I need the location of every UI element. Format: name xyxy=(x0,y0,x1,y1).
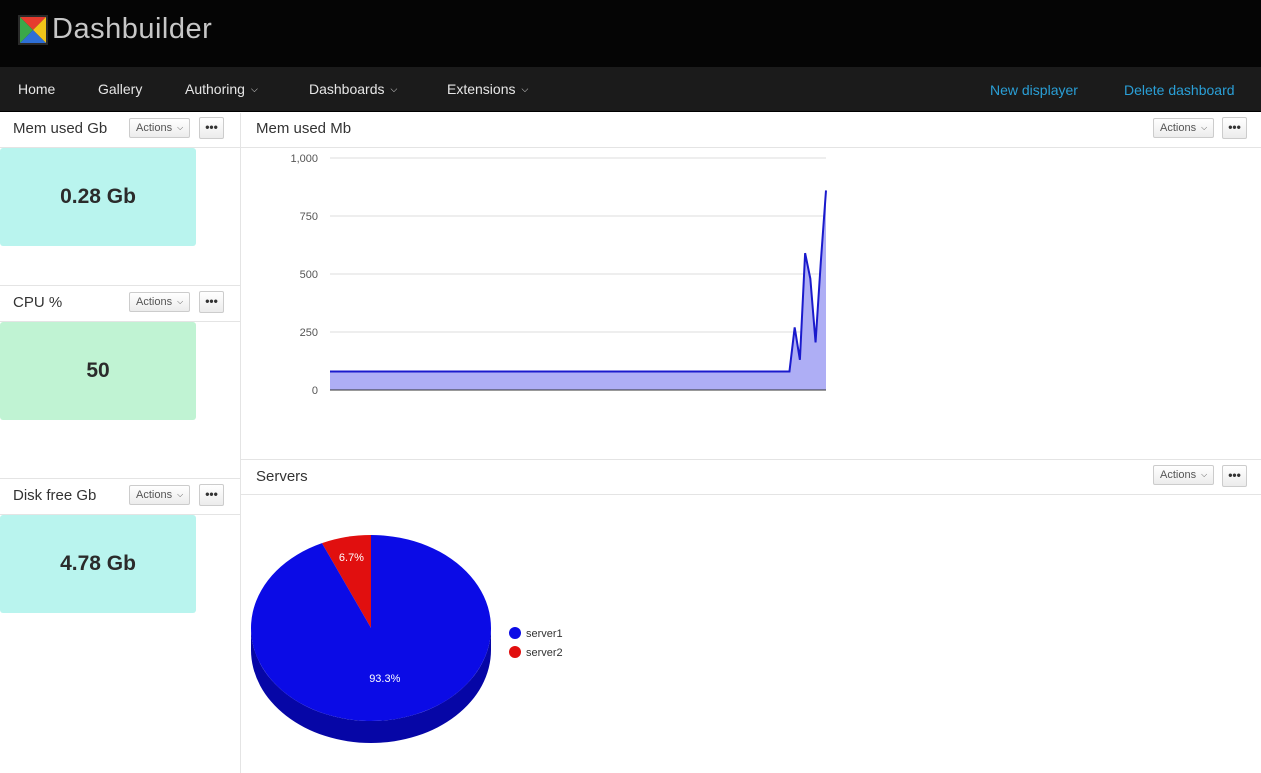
pie-slice-server2 xyxy=(321,535,371,628)
actions-dropdown-button[interactable]: Actions ⌵ xyxy=(1153,465,1215,485)
panel-divider xyxy=(0,478,240,479)
nav-gallery-label: Gallery xyxy=(98,81,143,97)
pie-side-server1 xyxy=(251,628,491,743)
legend-label-server1: server1 xyxy=(526,628,563,640)
panel-title-servers: Servers xyxy=(256,468,308,485)
chevron-down-icon: ⌵ xyxy=(177,490,184,499)
more-icon: ••• xyxy=(205,120,218,134)
metric-card-cpu: 50 xyxy=(0,322,196,420)
new-displayer-link[interactable]: New displayer xyxy=(990,82,1078,98)
actions-dropdown-button[interactable]: Actions ⌵ xyxy=(129,292,191,312)
metric-title-disk-free: Disk free Gb xyxy=(13,487,97,504)
nav-authoring-label: Authoring xyxy=(185,81,245,97)
dashbuilder-logo[interactable] xyxy=(18,15,48,45)
series-line xyxy=(330,190,827,373)
panel-header-divider xyxy=(0,514,240,515)
pie-slice-label: 6.7% xyxy=(339,552,364,564)
actions-dropdown-button[interactable]: Actions ⌵ xyxy=(1153,118,1215,138)
metric-value: 0.28 Gb xyxy=(60,185,136,208)
more-options-button[interactable]: ••• xyxy=(199,484,224,506)
nav-extensions-dropdown[interactable]: Extensions ⌵ xyxy=(447,81,528,97)
nav-extensions-label: Extensions xyxy=(447,81,516,97)
y-tick-label: 500 xyxy=(300,269,318,281)
app-header: Dashbuilder xyxy=(0,0,1261,67)
legend-label-server2: server2 xyxy=(526,647,563,659)
actions-dropdown-button[interactable]: Actions ⌵ xyxy=(129,118,191,138)
chevron-down-icon: ⌵ xyxy=(250,84,258,94)
metric-card-mem-used: 0.28 Gb xyxy=(0,148,196,246)
actions-label: Actions xyxy=(1160,469,1197,481)
more-icon: ••• xyxy=(205,487,218,501)
more-options-button[interactable]: ••• xyxy=(1222,117,1247,139)
mem-used-area-chart: 0 250 500 750 1,000 xyxy=(290,153,827,397)
panel-header-divider xyxy=(0,321,240,322)
panel-header-divider xyxy=(241,147,1261,148)
actions-label: Actions xyxy=(136,296,173,308)
delete-dashboard-link[interactable]: Delete dashboard xyxy=(1124,82,1235,98)
pie-slice-server1 xyxy=(251,535,491,721)
y-tick-label: 250 xyxy=(300,327,318,339)
nav-dashboards-label: Dashboards xyxy=(309,81,385,97)
chevron-down-icon: ⌵ xyxy=(390,84,398,94)
panel-header-divider xyxy=(241,494,1261,495)
panel-header-divider xyxy=(0,147,240,148)
panel-divider xyxy=(0,285,240,286)
metric-title-cpu: CPU % xyxy=(13,294,63,311)
panel-title-mem-used-mb: Mem used Mb xyxy=(256,120,352,137)
chevron-down-icon: ⌵ xyxy=(177,297,184,306)
metric-card-disk-free: 4.78 Gb xyxy=(0,515,196,613)
area-fill xyxy=(330,190,826,390)
actions-dropdown-button[interactable]: Actions ⌵ xyxy=(129,485,191,505)
more-icon: ••• xyxy=(205,294,218,308)
actions-label: Actions xyxy=(136,122,173,134)
more-options-button[interactable]: ••• xyxy=(1222,465,1247,487)
more-icon: ••• xyxy=(1228,468,1241,482)
nav-home-label: Home xyxy=(18,81,56,97)
legend-marker-server1 xyxy=(509,627,521,639)
chevron-down-icon: ⌵ xyxy=(1201,470,1208,479)
more-options-button[interactable]: ••• xyxy=(199,291,224,313)
pie-slice-label: 93.3% xyxy=(369,673,400,685)
more-options-button[interactable]: ••• xyxy=(199,117,224,139)
actions-label: Actions xyxy=(136,489,173,501)
y-tick-label: 0 xyxy=(312,385,318,397)
metric-value: 50 xyxy=(86,359,110,382)
chevron-down-icon: ⌵ xyxy=(1201,123,1208,132)
app-title: Dashbuilder xyxy=(52,13,213,45)
y-tick-label: 750 xyxy=(300,211,318,223)
legend-marker-server2 xyxy=(509,646,521,658)
panel-divider xyxy=(241,459,1261,460)
servers-pie-chart: 6.7% 93.3% server1 server2 xyxy=(251,535,563,743)
actions-label: Actions xyxy=(1160,122,1197,134)
nav-home[interactable]: Home xyxy=(18,81,55,97)
chevron-down-icon: ⌵ xyxy=(521,84,529,94)
metric-title-mem-used-gb: Mem used Gb xyxy=(13,120,108,137)
nav-gallery[interactable]: Gallery xyxy=(98,81,142,97)
main-navbar: Home Gallery Authoring ⌵ Dashboards ⌵ Exte… xyxy=(0,67,1261,112)
more-icon: ••• xyxy=(1228,120,1241,134)
chevron-down-icon: ⌵ xyxy=(177,123,184,132)
y-tick-label: 1,000 xyxy=(290,153,318,165)
column-divider xyxy=(240,113,241,773)
nav-dashboards-dropdown[interactable]: Dashboards ⌵ xyxy=(309,81,397,97)
metric-value: 4.78 Gb xyxy=(60,552,136,575)
nav-authoring-dropdown[interactable]: Authoring ⌵ xyxy=(185,81,258,97)
